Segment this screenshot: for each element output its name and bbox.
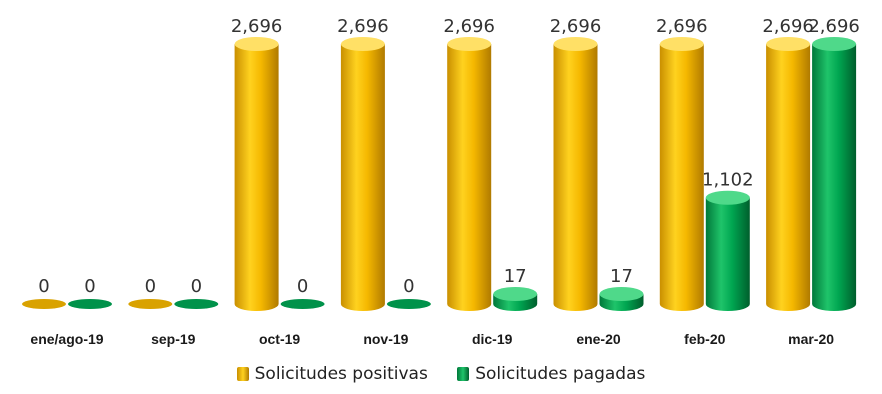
value-label-pagadas-4: 17 bbox=[504, 266, 527, 287]
value-label-pagadas-5: 17 bbox=[610, 266, 633, 287]
value-label-pagadas-2: 0 bbox=[297, 276, 308, 297]
value-label-positivas-7: 2,696 bbox=[762, 16, 814, 37]
legend-item-positivas: Solicitudes positivas bbox=[236, 364, 428, 384]
value-label-pagadas-6: 1,102 bbox=[702, 170, 754, 191]
bar-pagadas-1 bbox=[174, 299, 219, 309]
value-label-positivas-6: 2,696 bbox=[656, 16, 708, 37]
category-label-0: ene/ago-19 bbox=[30, 331, 103, 347]
bar-pagadas-0 bbox=[68, 299, 112, 309]
value-label-pagadas-1: 0 bbox=[191, 276, 202, 297]
bar-pagadas-2 bbox=[280, 299, 325, 309]
legend-swatch-positivas bbox=[236, 367, 249, 381]
value-label-positivas-3: 2,696 bbox=[337, 16, 389, 37]
value-label-positivas-4: 2,696 bbox=[443, 16, 495, 37]
bar-positivas-0 bbox=[22, 299, 66, 309]
bar-pagadas-3 bbox=[386, 299, 431, 309]
category-label-2: oct-19 bbox=[259, 331, 300, 347]
bar-positivas-7 bbox=[766, 37, 811, 311]
legend-label-positivas: Solicitudes positivas bbox=[254, 364, 428, 384]
bar-pagadas-5 bbox=[599, 287, 644, 311]
value-label-pagadas-7: 2,696 bbox=[808, 16, 860, 37]
value-label-positivas-0: 0 bbox=[38, 276, 49, 297]
bar-pagadas-6 bbox=[705, 190, 750, 311]
legend-swatch-pagadas bbox=[457, 367, 470, 381]
value-label-pagadas-0: 0 bbox=[84, 276, 95, 297]
bar-positivas-4 bbox=[447, 37, 492, 311]
bar-positivas-3 bbox=[340, 37, 385, 311]
value-label-positivas-5: 2,696 bbox=[550, 16, 602, 37]
bar-pagadas-7 bbox=[812, 37, 857, 311]
legend-label-pagadas: Solicitudes pagadas bbox=[475, 364, 646, 384]
category-label-5: ene-20 bbox=[576, 331, 621, 347]
category-label-3: nov-19 bbox=[363, 331, 408, 347]
category-label-7: mar-20 bbox=[788, 331, 834, 347]
bar-positivas-1 bbox=[128, 299, 173, 309]
value-label-pagadas-3: 0 bbox=[403, 276, 414, 297]
legend-item-pagadas: Solicitudes pagadas bbox=[457, 364, 645, 384]
bar-pagadas-4 bbox=[493, 287, 538, 311]
value-label-positivas-2: 2,696 bbox=[231, 16, 283, 37]
legend: Solicitudes positivas Solicitudes pagada… bbox=[0, 364, 882, 386]
bar-positivas-2 bbox=[234, 37, 279, 311]
bar-positivas-5 bbox=[553, 37, 598, 311]
category-label-1: sep-19 bbox=[151, 331, 196, 347]
category-label-4: dic-19 bbox=[472, 331, 513, 347]
category-label-6: feb-20 bbox=[684, 331, 725, 347]
bar-positivas-6 bbox=[659, 37, 704, 311]
value-label-positivas-1: 0 bbox=[145, 276, 156, 297]
